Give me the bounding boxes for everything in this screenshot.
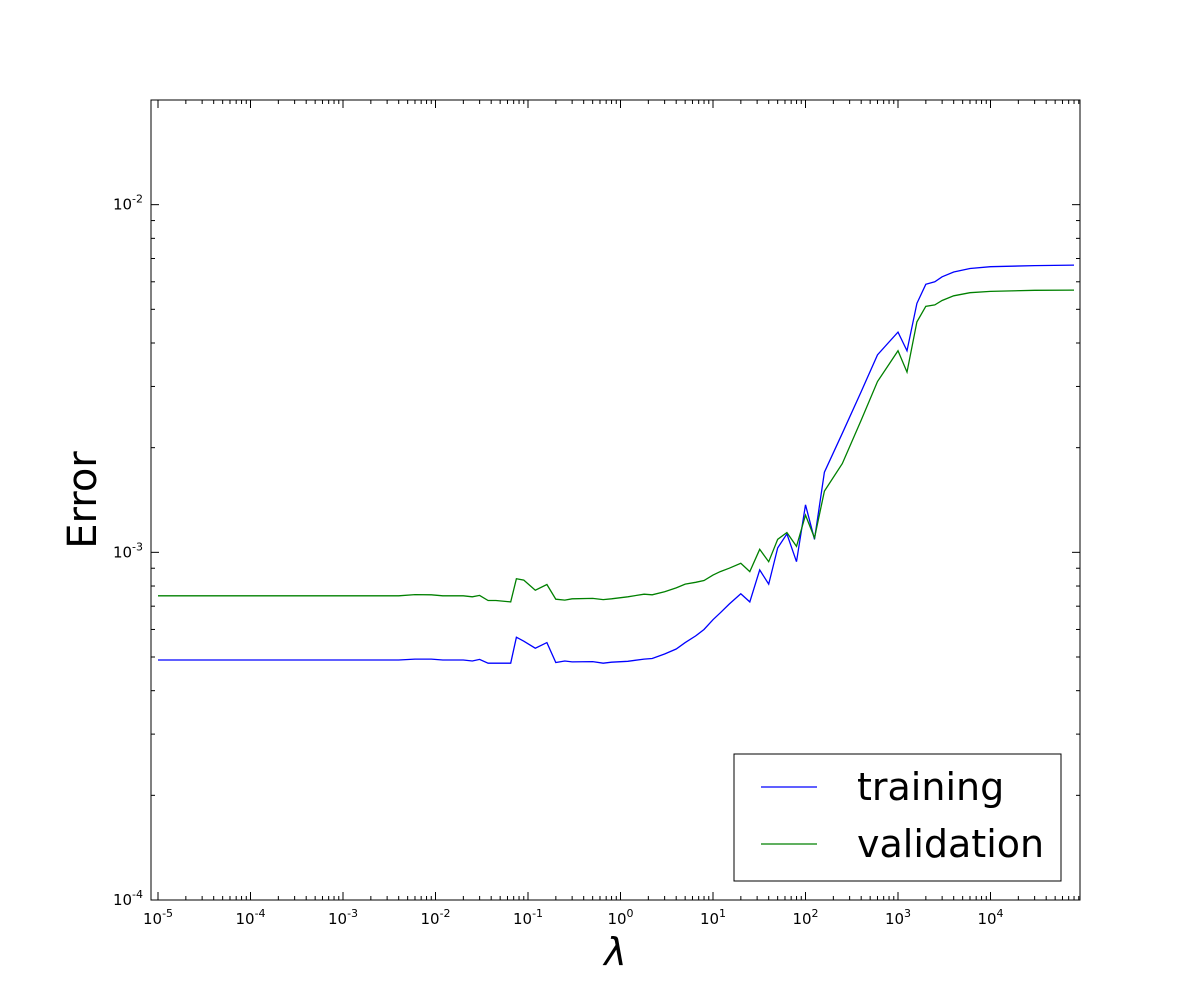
y-tick-label: 10-4 bbox=[113, 888, 143, 909]
legend-box bbox=[733, 753, 1062, 882]
x-tick-label: 104 bbox=[977, 907, 1003, 928]
x-axis-label: λ bbox=[602, 930, 627, 974]
x-tick-label: 103 bbox=[885, 907, 911, 928]
legend-label-validation: validation bbox=[857, 822, 1044, 866]
x-tick-label: 10-1 bbox=[513, 907, 543, 928]
legend: training validation bbox=[733, 753, 1062, 882]
x-tick-label: 10-4 bbox=[235, 907, 265, 928]
x-tick-label: 10-2 bbox=[420, 907, 450, 928]
x-tick-label: 101 bbox=[700, 907, 726, 928]
y-axis-label: Error bbox=[60, 451, 106, 549]
series-layer bbox=[158, 264, 1075, 664]
x-tick-label: 10-3 bbox=[328, 907, 358, 928]
ticks-layer: 10-5 10-4 10-3 10-2 10-1 100 101 102 103 10410-41… bbox=[113, 100, 1080, 928]
x-tick-label: 102 bbox=[792, 907, 818, 928]
labels-layer: λ Error bbox=[60, 451, 627, 974]
x-tick-label: 10-5 bbox=[143, 907, 173, 928]
y-tick-label: 10-2 bbox=[113, 193, 143, 214]
legend-label-training: training bbox=[857, 765, 1004, 809]
x-tick-label: 100 bbox=[607, 907, 633, 928]
y-tick-label: 10-3 bbox=[113, 540, 143, 561]
series-line-validation bbox=[158, 289, 1075, 603]
series-line-training bbox=[158, 264, 1075, 664]
